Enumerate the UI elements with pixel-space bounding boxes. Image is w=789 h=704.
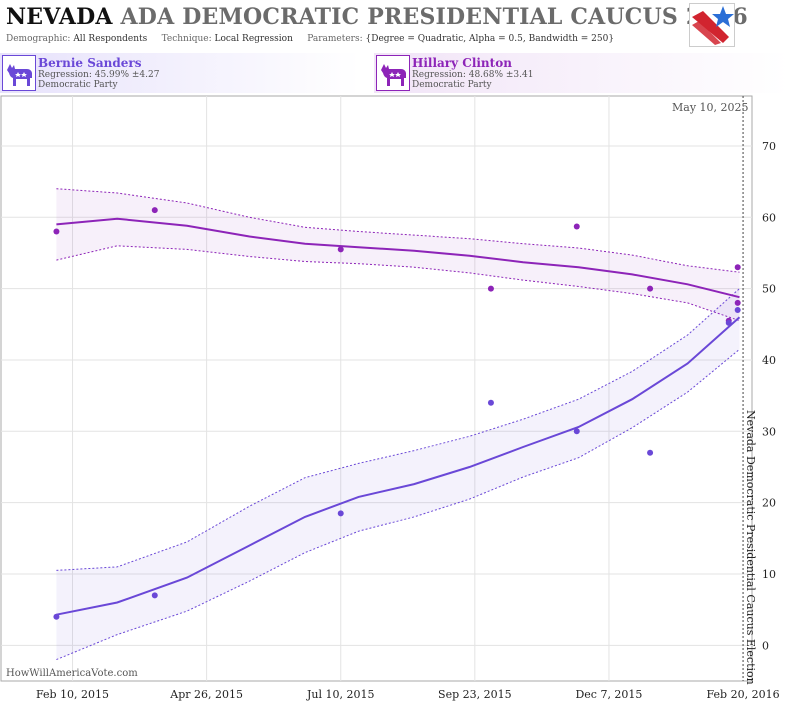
y-tick-label: 10 (762, 568, 776, 581)
band-lower-clinton (56, 245, 740, 322)
trend-line-clinton (56, 217, 740, 299)
page-title: NEVADA ADA DEMOCRATIC PRESIDENTIAL CAUCU… (6, 4, 748, 30)
technique-label: Technique: (161, 34, 212, 44)
y-tick-label: 20 (762, 497, 776, 510)
parameters-line: Demographic: All Respondents Technique: … (6, 34, 614, 44)
x-tick-label: Jul 10, 2015 (306, 688, 375, 701)
x-tick-label: Feb 10, 2015 (36, 688, 109, 701)
poll-point-clinton (647, 285, 654, 292)
poll-point-sanders (151, 592, 158, 599)
poll-point-sanders (337, 510, 344, 517)
poll-point-clinton (573, 223, 580, 230)
poll-points (53, 207, 741, 620)
y-tick-label: 50 (762, 283, 776, 296)
poll-point-clinton (487, 285, 494, 292)
candidate-regression: Regression: 45.99% ±4.27 (38, 70, 160, 80)
candidate-name: Hillary Clinton (412, 56, 512, 70)
y-tick-label: 60 (762, 211, 776, 224)
trend-lines (56, 217, 741, 616)
donkey-icon (2, 55, 36, 91)
confidence-bands (56, 188, 740, 661)
title-rest: ADA DEMOCRATIC PRESIDENTIAL CAUCUS 2016 (120, 4, 748, 30)
title-state: NEVADA (6, 4, 113, 30)
band-upper-clinton (56, 188, 740, 273)
poll-point-clinton (734, 264, 741, 271)
poll-point-sanders (487, 399, 494, 406)
x-tick-label: Feb 20, 2016 (707, 688, 780, 701)
poll-point-sanders (734, 307, 741, 314)
flag-star-logo-icon (689, 3, 735, 47)
date-stamp: May 10, 2025 (672, 101, 749, 114)
demographic-value: All Respondents (73, 34, 148, 44)
poll-point-sanders (573, 428, 580, 435)
header: NEVADA ADA DEMOCRATIC PRESIDENTIAL CAUCU… (0, 0, 789, 50)
candidate-card-sanders: Bernie Sanders Regression: 45.99% ±4.27 … (0, 53, 360, 93)
plot-frame (0, 95, 753, 682)
candidate-regression: Regression: 48.68% ±3.41 (412, 70, 534, 80)
parameters-value: {Degree = Quadratic, Alpha = 0.5, Bandwi… (365, 34, 615, 44)
technique-value: Local Regression (214, 34, 293, 44)
band-upper-sanders (56, 288, 740, 571)
poll-point-sanders (647, 449, 654, 456)
poll-point-clinton (337, 246, 344, 253)
x-axis-ticks: Feb 10, 2015 Apr 26, 2015 Jul 10, 2015 Sep … (36, 688, 780, 701)
donkey-icon (376, 55, 410, 91)
poll-point-clinton (53, 228, 60, 235)
y-tick-label: 30 (762, 425, 776, 438)
y-tick-label: 70 (762, 140, 776, 153)
election-label: Nevada Democratic Presidential Caucus El… (744, 410, 757, 685)
poll-point-sanders (53, 613, 60, 620)
band-fill-sanders (56, 288, 740, 660)
y-axis-ticks: 0 10 20 30 40 50 60 70 (762, 140, 776, 652)
candidate-card-clinton: Hillary Clinton Regression: 48.68% ±3.41… (374, 53, 789, 93)
parameters-label: Parameters: (307, 34, 363, 44)
poll-point-clinton (734, 299, 741, 306)
poll-point-sanders (725, 319, 732, 326)
candidate-party: Democratic Party (38, 80, 118, 90)
x-tick-label: Dec 7, 2015 (575, 688, 642, 701)
demographic-label: Demographic: (6, 34, 71, 44)
x-tick-label: Apr 26, 2015 (169, 688, 243, 701)
candidate-party: Democratic Party (412, 80, 492, 90)
y-tick-label: 40 (762, 354, 776, 367)
y-tick-label: 0 (762, 639, 769, 652)
trend-line-sanders (56, 316, 741, 616)
x-tick-label: Sep 23, 2015 (438, 688, 512, 701)
grid-lines (1, 96, 752, 681)
candidate-name: Bernie Sanders (38, 56, 142, 70)
poll-point-clinton (151, 207, 158, 214)
band-fill-clinton (56, 188, 740, 321)
site-credit: HowWillAmericaVote.com (6, 668, 138, 679)
